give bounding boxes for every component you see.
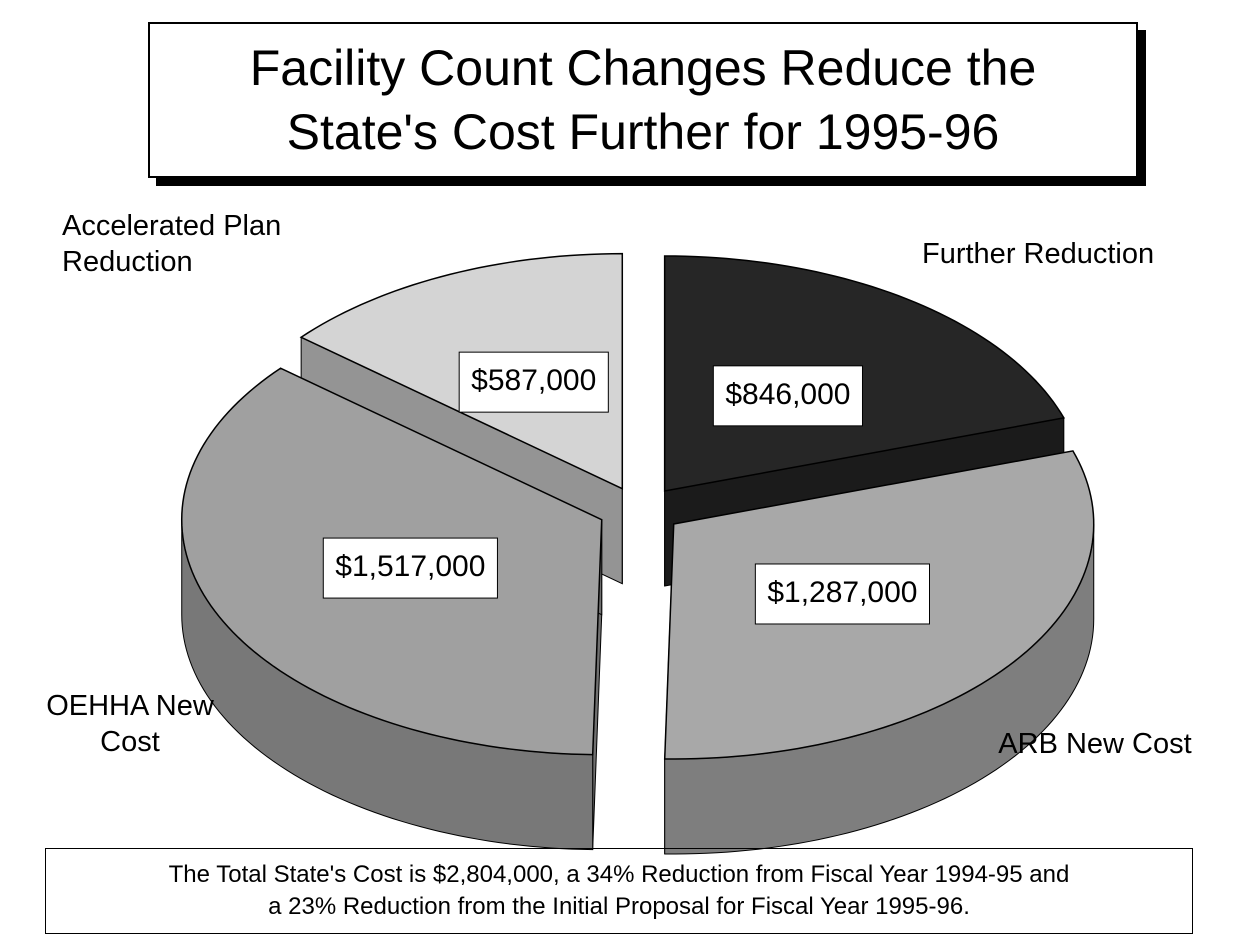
category-label: ARB New Cost bbox=[998, 728, 1192, 760]
category-label: OEHHA New Cost bbox=[46, 690, 214, 758]
category-label: Further Reduction bbox=[922, 238, 1155, 270]
slice-top bbox=[663, 255, 1066, 492]
value-label-box bbox=[322, 537, 498, 599]
value-label: $587,000 bbox=[471, 364, 596, 397]
value-label: $846,000 bbox=[725, 378, 850, 411]
value-label: $1,287,000 bbox=[767, 576, 917, 609]
value-label-box bbox=[754, 563, 931, 625]
value-label-box bbox=[712, 365, 863, 427]
category-label: Accelerated Plan Reduction bbox=[62, 210, 282, 278]
footnote: The Total State's Cost is $2,804,000, a … bbox=[45, 848, 1193, 934]
chart-title: Facility Count Changes Reduce the State'… bbox=[148, 22, 1138, 178]
value-label: $1,517,000 bbox=[335, 550, 485, 583]
value-label-box bbox=[458, 351, 609, 413]
